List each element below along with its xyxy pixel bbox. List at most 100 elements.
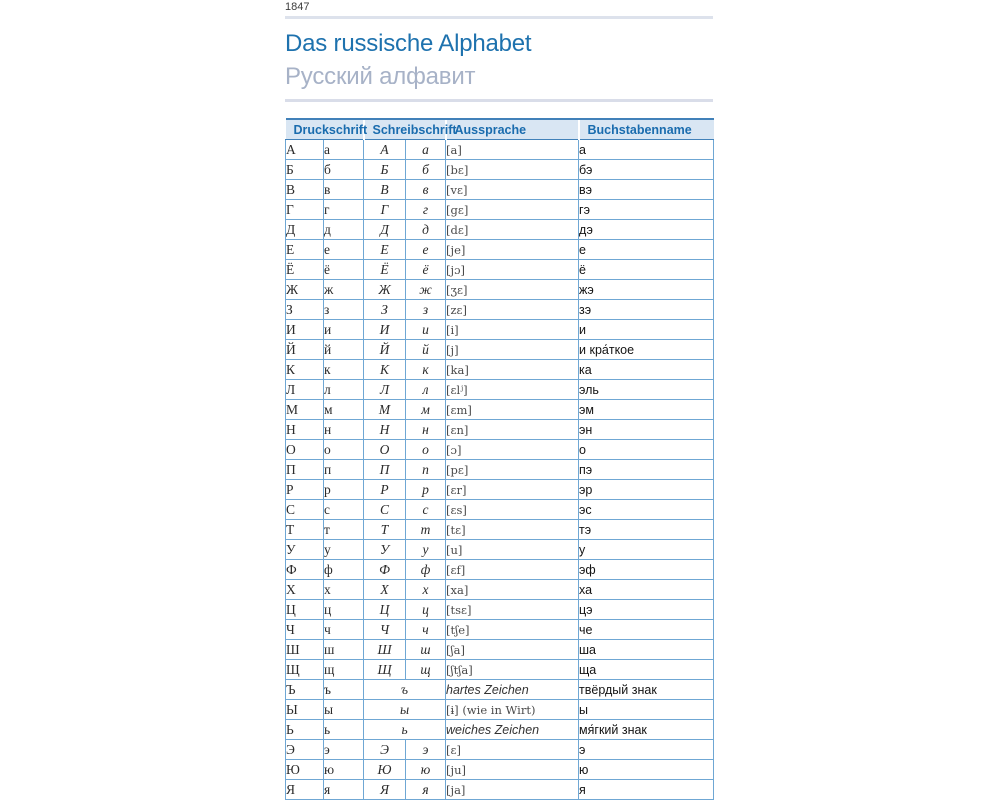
letter-name: эр (578, 479, 715, 500)
print-uppercase: И (285, 319, 324, 340)
print-uppercase: О (285, 439, 324, 460)
page-title: Das russische Alphabet (285, 30, 532, 57)
pronunciation: [dɛ] (445, 219, 580, 240)
letter-name: пэ (578, 459, 715, 480)
script-uppercase: И (363, 319, 407, 340)
letter-name: и (578, 319, 715, 340)
script-uppercase: Х (363, 579, 407, 600)
pronunciation: hartes Zeichen (445, 679, 580, 700)
print-uppercase: Ч (285, 619, 324, 640)
script-letter: ь (363, 719, 447, 740)
print-lowercase: ь (322, 719, 365, 740)
script-lowercase: е (405, 239, 447, 260)
script-lowercase: у (405, 539, 447, 560)
print-lowercase: ё (322, 259, 365, 280)
script-lowercase: ф (405, 559, 447, 580)
print-uppercase: Р (285, 479, 324, 500)
column-header-schreibschrift: Schreibschrift (362, 118, 457, 140)
page-content: 1847 Das russische Alphabet Русский алфа… (285, 0, 715, 800)
print-lowercase: я (322, 779, 365, 800)
print-lowercase: ж (322, 279, 365, 300)
script-lowercase: ю (405, 759, 447, 780)
pronunciation: [ɔ] (445, 439, 580, 460)
pronunciation: [tsɛ] (445, 599, 580, 620)
print-uppercase: Х (285, 579, 324, 600)
script-uppercase: А (363, 139, 407, 160)
script-lowercase: л (405, 379, 447, 400)
letter-name: че (578, 619, 715, 640)
print-uppercase: Ы (285, 699, 324, 720)
script-uppercase: Л (363, 379, 407, 400)
letter-name: зэ (578, 299, 715, 320)
pronunciation: [j] (445, 339, 580, 360)
pronunciation: [ka] (445, 359, 580, 380)
script-lowercase: ё (405, 259, 447, 280)
script-uppercase: Щ (363, 659, 407, 680)
pronunciation: [u] (445, 539, 580, 560)
pronunciation: [ɛf] (445, 559, 580, 580)
print-lowercase: з (322, 299, 365, 320)
print-lowercase: н (322, 419, 365, 440)
script-uppercase: В (363, 179, 407, 200)
script-lowercase: с (405, 499, 447, 520)
letter-name: дэ (578, 219, 715, 240)
letter-name: эм (578, 399, 715, 420)
print-uppercase: Е (285, 239, 324, 260)
column-header-buchstabenname: Buchstabenname (577, 118, 714, 140)
script-lowercase: в (405, 179, 447, 200)
letter-name: ха (578, 579, 715, 600)
column-header-aussprache: Aussprache (444, 118, 579, 140)
print-uppercase: Й (285, 339, 324, 360)
pronunciation: [a] (445, 139, 580, 160)
script-letter: ы (363, 699, 447, 720)
script-lowercase: х (405, 579, 447, 600)
print-uppercase: Э (285, 739, 324, 760)
print-uppercase: С (285, 499, 324, 520)
letter-name: жэ (578, 279, 715, 300)
pronunciation: [ʃtʃa] (445, 659, 580, 680)
letter-name: э (578, 739, 715, 760)
pronunciation: [vɛ] (445, 179, 580, 200)
print-lowercase: д (322, 219, 365, 240)
letter-name: твёрдый знак (578, 679, 715, 700)
script-uppercase: Ё (363, 259, 407, 280)
print-lowercase: э (322, 739, 365, 760)
script-uppercase: Ч (363, 619, 407, 640)
script-uppercase: Н (363, 419, 407, 440)
pronunciation: [je] (445, 239, 580, 260)
print-lowercase: п (322, 459, 365, 480)
letter-name: ща (578, 659, 715, 680)
letter-name: у (578, 539, 715, 560)
pronunciation: [ʃa] (445, 639, 580, 660)
print-lowercase: т (322, 519, 365, 540)
script-lowercase: ц (405, 599, 447, 620)
print-uppercase: У (285, 539, 324, 560)
pronunciation: [zɛ] (445, 299, 580, 320)
script-uppercase: Б (363, 159, 407, 180)
print-lowercase: й (322, 339, 365, 360)
subtitle-divider (285, 99, 713, 102)
letter-name: цэ (578, 599, 715, 620)
print-lowercase: м (322, 399, 365, 420)
print-lowercase: ф (322, 559, 365, 580)
pronunciation: [ɛs] (445, 499, 580, 520)
print-uppercase: П (285, 459, 324, 480)
print-uppercase: Л (285, 379, 324, 400)
